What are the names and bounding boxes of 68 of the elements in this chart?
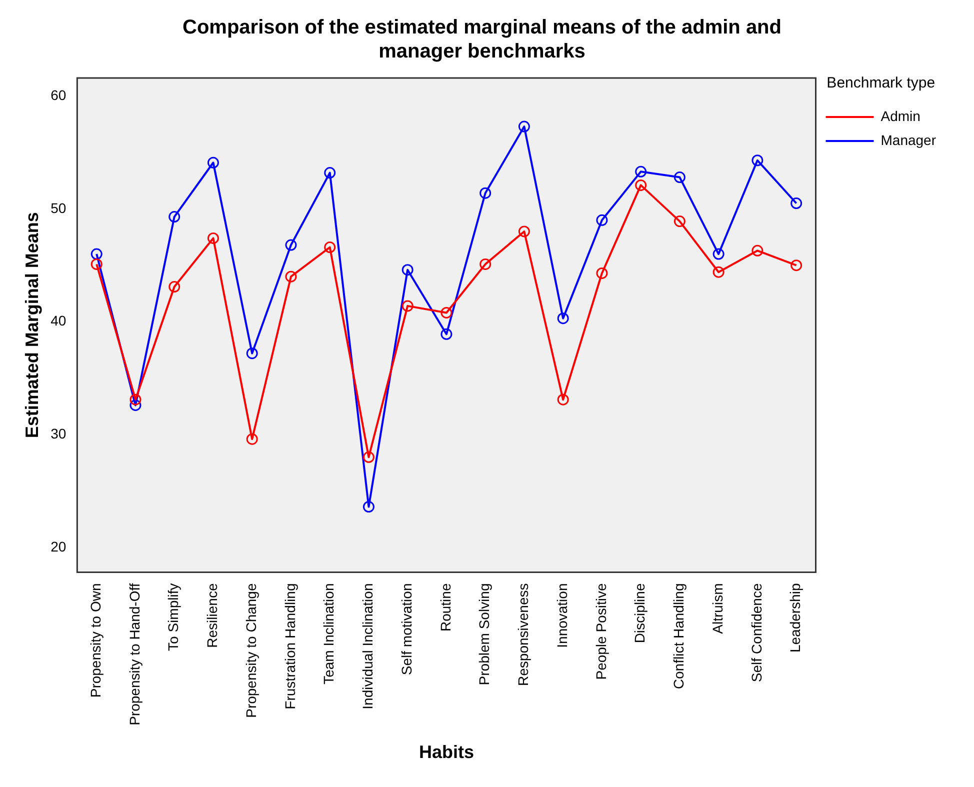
point (90, 258, 102, 270)
point (712, 266, 724, 278)
point (712, 248, 724, 260)
point (90, 248, 102, 260)
point (207, 156, 219, 168)
y-tick-label: 60 (50, 86, 66, 103)
point (440, 328, 452, 340)
x-tick-label: Leadership (787, 583, 804, 653)
y-tick-label: 30 (50, 425, 66, 442)
point (752, 244, 764, 256)
point (518, 120, 530, 132)
x-tick-label: Altruism (709, 583, 726, 634)
x-tick-label: Self motivation (398, 583, 414, 676)
point (790, 198, 802, 210)
point (752, 154, 764, 166)
y-tick-label: 40 (50, 312, 66, 329)
x-tick-label: Innovation (554, 583, 570, 648)
x-tick-label: People Positive (592, 583, 609, 680)
point (635, 166, 647, 178)
point (246, 433, 258, 445)
point (362, 451, 374, 463)
x-tick-label: Propensity to Hand-Off (126, 583, 142, 726)
point (557, 394, 569, 406)
point (596, 214, 608, 226)
point (480, 258, 492, 270)
point (130, 399, 142, 411)
x-tick-label: Conflict Handling (670, 583, 687, 690)
x-tick-label: Routine (437, 583, 454, 632)
point (246, 348, 258, 360)
x-tick-label: Propensity to Own (87, 583, 104, 698)
point (362, 501, 374, 513)
point (596, 267, 608, 279)
point (790, 260, 802, 272)
x-tick-label: Discipline (632, 583, 648, 644)
point (674, 216, 686, 228)
point (480, 187, 492, 199)
legend-title: Benchmark type (826, 74, 936, 92)
point (285, 239, 297, 251)
point (324, 167, 336, 179)
point (402, 264, 414, 276)
y-tick-label: 50 (50, 200, 66, 216)
point (207, 232, 219, 244)
x-axis-title: Habits (418, 742, 474, 762)
x-tick-label: Responsiveness (515, 583, 532, 686)
legend-label: Admin (880, 108, 920, 124)
y-tick-label: 20 (50, 538, 66, 554)
x-tick-label: To Simplify (165, 583, 182, 651)
point (674, 172, 686, 184)
point (168, 281, 180, 293)
y-axis-title: Estimated Marginal Means (22, 212, 42, 438)
x-tick-label: Propensity to Change (242, 583, 259, 718)
point (518, 226, 530, 238)
x-tick-label: Resilience (204, 583, 220, 648)
x-tick-label: Self Confidence (748, 583, 764, 682)
point (285, 270, 297, 282)
point (324, 242, 336, 254)
chart-title: Comparison of the estimated marginal means of the admin and manager benchmarks (182, 16, 782, 63)
point (168, 211, 180, 223)
point (402, 300, 414, 312)
point (635, 179, 647, 191)
point (440, 306, 452, 318)
point (130, 394, 142, 406)
x-tick-label: Problem Solving (476, 583, 492, 686)
x-tick-label: Frustration Handling (282, 583, 298, 710)
x-tick-label: Team Inclination (320, 583, 337, 684)
point (557, 312, 569, 324)
legend-label: Manager (880, 132, 936, 148)
x-tick-label: Individual Inclination (360, 583, 376, 710)
